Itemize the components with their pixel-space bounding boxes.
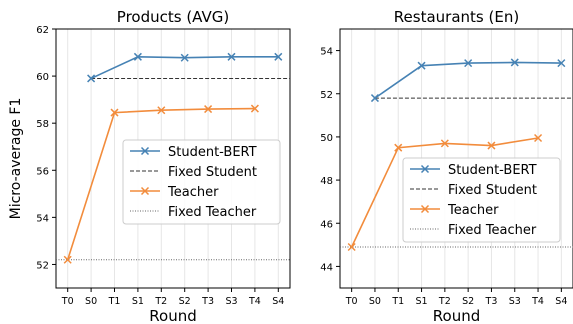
chart-title: Restaurants (En) — [394, 8, 519, 26]
series-teacher-point — [347, 242, 356, 252]
y-tick-label: 58 — [36, 119, 49, 130]
y-tick-label: 62 — [36, 25, 49, 36]
legend-label: Teacher — [447, 203, 499, 218]
x-tick-label: T1 — [108, 296, 121, 307]
series-teacher-point — [204, 105, 213, 114]
legend-box — [122, 139, 281, 225]
x-tick-label: T2 — [154, 296, 167, 307]
x-tick-label: T0 — [345, 296, 358, 307]
x-tick-label: S1 — [416, 296, 428, 307]
x-tick-label: T4 — [531, 296, 544, 307]
x-tick-label: T2 — [438, 296, 451, 307]
series-teacher-point — [157, 106, 166, 115]
x-tick-label: S2 — [179, 296, 191, 307]
y-tick-label: 50 — [320, 133, 333, 144]
x-tick-label: S1 — [132, 296, 144, 307]
legend-marker — [140, 186, 150, 196]
chart-title: Products (AVG) — [117, 8, 229, 26]
x-tick-label: T3 — [485, 296, 498, 307]
x-tick-label: S3 — [225, 296, 237, 307]
x-tick-label: S4 — [272, 296, 284, 307]
legend: Student-BERT Fixed Student Teacher Fixed Te… — [402, 157, 561, 243]
y-tick-label: 56 — [36, 166, 49, 177]
series-teacher-point — [440, 139, 449, 148]
x-tick-label: T4 — [248, 296, 261, 307]
legend-label: Student-BERT — [448, 163, 537, 178]
series-student-bert-point — [510, 58, 519, 67]
legend-marker — [140, 146, 150, 156]
series-teacher-point — [110, 108, 119, 117]
y-tick-label: 46 — [320, 219, 333, 230]
series-student-bert-point — [87, 74, 96, 83]
series-teacher-point — [63, 255, 72, 264]
series-student-bert-point — [370, 94, 379, 103]
x-tick-label: S4 — [555, 296, 567, 307]
series-student-bert-point — [274, 52, 283, 61]
series-student-bert-point — [227, 52, 236, 61]
x-tick-label: S0 — [369, 296, 381, 307]
legend-label: Fixed Teacher — [168, 205, 257, 220]
chart-panel-1: 52 54 56 58 60 62 T0 S0 T1 S1 T2 S2 T3 S3 T4 S4 Products… — [8, 8, 291, 324]
x-axis-label: Round — [433, 307, 480, 324]
legend-box — [402, 157, 561, 243]
series-student-bert-point — [417, 61, 426, 70]
legend-marker — [420, 164, 430, 174]
x-tick-label: S3 — [509, 296, 521, 307]
legend-label: Fixed Student — [448, 183, 537, 198]
legend-marker — [420, 204, 430, 214]
x-axis-label: Round — [149, 307, 196, 324]
y-tick-label: 52 — [36, 260, 49, 271]
x-tick-label: S0 — [85, 296, 97, 307]
y-tick-label: 54 — [320, 47, 333, 58]
legend-label: Fixed Student — [168, 165, 257, 180]
series-student-bert-point — [133, 52, 142, 61]
series-student-bert-point — [557, 59, 566, 68]
x-tick-label: T3 — [201, 296, 214, 307]
axes-frame — [339, 28, 573, 289]
legend: Student-BERT Fixed Student Teacher Fixed Te… — [122, 139, 281, 225]
legend-label: Student-BERT — [168, 145, 257, 160]
series-teacher-point — [487, 141, 496, 150]
x-tick-label: T1 — [391, 296, 404, 307]
legend-label: Fixed Teacher — [448, 223, 537, 238]
series-student-bert-point — [464, 59, 473, 68]
series-teacher-point — [534, 133, 543, 143]
y-tick-label: 44 — [320, 262, 333, 273]
y-tick-label: 52 — [320, 90, 333, 101]
series-student-bert-point — [180, 53, 189, 62]
y-axis-label: Micro-average F1 — [8, 98, 24, 220]
y-tick-label: 48 — [320, 176, 333, 187]
y-tick-label: 54 — [36, 213, 49, 224]
series-teacher-point — [250, 104, 259, 113]
legend-label: Teacher — [167, 185, 219, 200]
axes-frame — [55, 28, 291, 289]
chart-panel-2: 44 46 48 50 52 54 T0 S0 T1 S1 T2 S2 T3 S3 T4 S4 Restaura… — [320, 8, 573, 324]
x-tick-label: S2 — [462, 296, 474, 307]
y-tick-label: 60 — [36, 72, 49, 83]
series-teacher-point — [394, 143, 403, 152]
x-tick-label: T0 — [61, 296, 74, 307]
